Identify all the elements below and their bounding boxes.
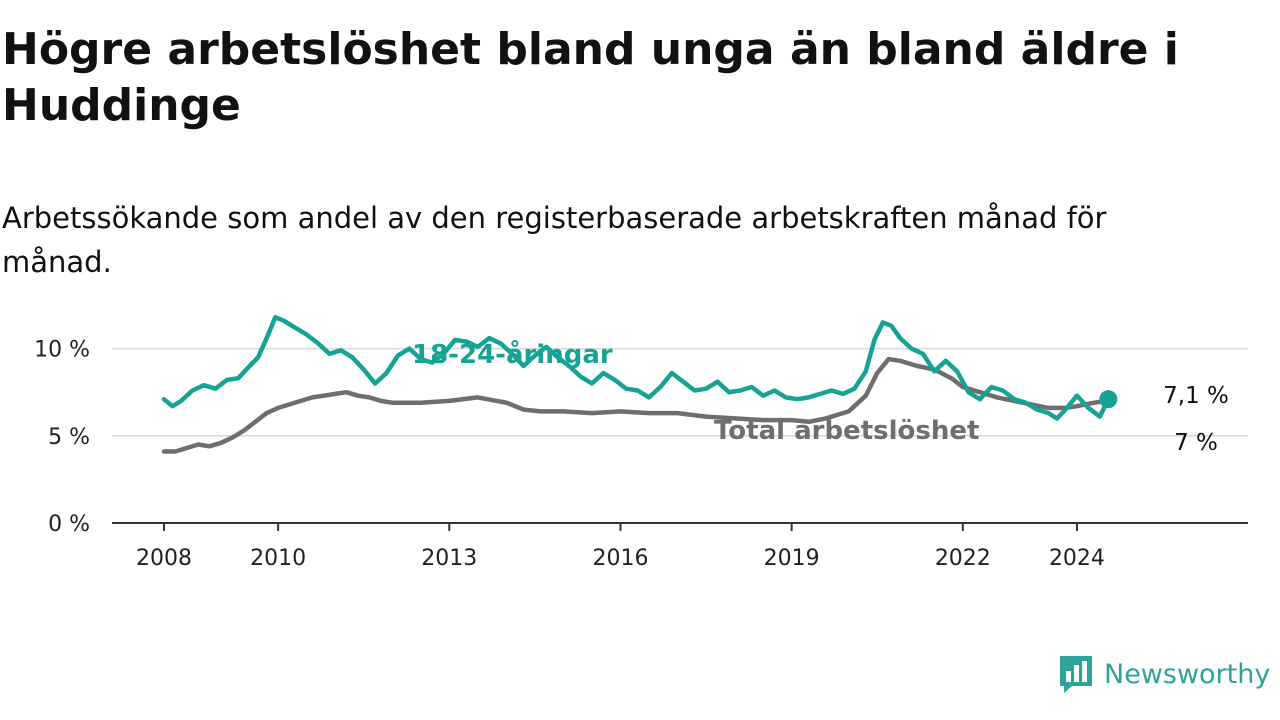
brand-logo[interactable]: Newsworthy (1058, 654, 1270, 694)
y-tick-label: 10 % (34, 338, 90, 363)
series-label-total: Total arbetslöshet (714, 416, 979, 446)
y-tick-label: 0 % (48, 512, 90, 537)
x-axis: 2008 2010 2013 2016 2019 2022 2024 (136, 523, 1105, 571)
line-chart: 0 %5 %10 % 2008 2010 2013 2016 2019 2022 2024 … (34, 314, 1248, 571)
series-labels: 18-24-åringar Total arbetslöshet 7,1 % 7… (412, 338, 1229, 456)
end-point-young (1099, 390, 1118, 409)
brand-name: Newsworthy (1104, 658, 1271, 690)
x-tick-label: 2010 (250, 546, 306, 571)
series-layer (161, 314, 1118, 454)
newsworthy-logo-icon (1060, 656, 1092, 693)
grid-lines (112, 347, 1248, 437)
x-tick-label: 2008 (136, 546, 192, 571)
series-line-total (161, 356, 1111, 454)
x-tick-label: 2019 (764, 546, 820, 571)
chart-title: Högre arbetslöshet bland unga än bland ä… (2, 24, 1179, 131)
x-tick-label: 2022 (935, 546, 991, 571)
y-axis: 0 % 5 % 10 % (34, 338, 90, 537)
x-tick-label: 2013 (421, 546, 477, 571)
x-tick-label: 2024 (1049, 546, 1105, 571)
series-label-young: 18-24-åringar (412, 338, 613, 370)
x-tick-label: 2016 (592, 546, 648, 571)
end-label-total: 7 % (1174, 430, 1218, 456)
chart-subtitle: Arbetssökande som andel av den registerb… (2, 201, 1107, 279)
series-line-young (161, 314, 1111, 421)
end-label-young: 7,1 % (1163, 383, 1229, 409)
y-tick-label: 5 % (48, 425, 90, 450)
